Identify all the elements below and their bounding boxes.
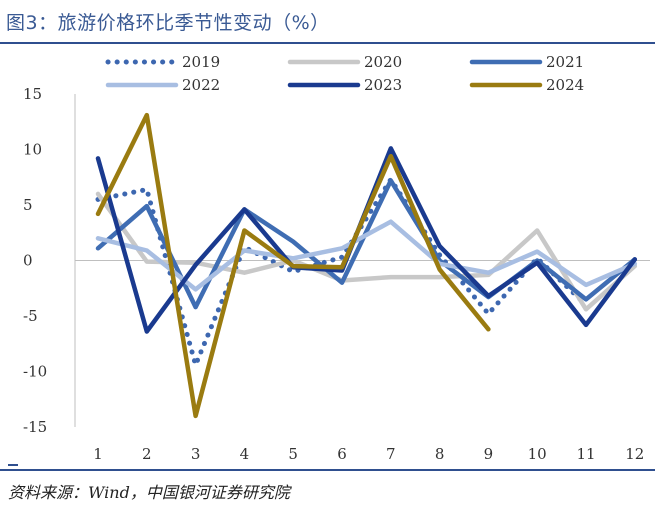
x-tick-label: 2: [142, 445, 152, 463]
legend-label-2024: 2024: [546, 76, 584, 94]
y-tick-label: -15: [23, 418, 47, 436]
legend: 2019 2020 2021 2022 2023 2024: [105, 53, 584, 94]
x-tick-label: 8: [435, 445, 445, 463]
series-line-2024: [95, 112, 491, 419]
x-tick-label: 4: [240, 445, 250, 463]
x-tick-label: 12: [625, 445, 644, 463]
x-tick-label: 3: [191, 445, 201, 463]
chart-title: 图3：旅游价格环比季节性变动（%）: [6, 12, 330, 34]
y-tick-label: -5: [23, 307, 38, 325]
footer-rule-mark: [8, 464, 18, 466]
y-tick-label: 5: [23, 196, 33, 214]
series-line-2021: [95, 178, 638, 310]
y-tick-label: 0: [23, 252, 33, 270]
series-line-2020: [95, 191, 638, 312]
x-tick-label: 11: [576, 445, 595, 463]
legend-label-2021: 2021: [546, 53, 584, 71]
legend-label-2022: 2022: [182, 76, 220, 94]
series-lines: [95, 112, 638, 419]
x-tick-label: 9: [484, 445, 494, 463]
source-note: 资料来源：Wind，中国银河证券研究院: [8, 483, 290, 502]
y-tick-label: -10: [23, 363, 47, 381]
legend-label-2020: 2020: [364, 53, 402, 71]
y-tick-label: 15: [23, 85, 42, 103]
x-tick-label: 1: [93, 445, 103, 463]
legend-label-2019: 2019: [182, 53, 220, 71]
y-tick-label: 10: [23, 141, 42, 159]
legend-label-2023: 2023: [364, 76, 402, 94]
footer-rule: [0, 469, 655, 471]
x-tick-label: 5: [288, 445, 298, 463]
x-tick-label: 10: [528, 445, 547, 463]
x-tick-label: 6: [337, 445, 347, 463]
x-tick-label: 7: [386, 445, 396, 463]
title-rule: [0, 42, 655, 44]
series-line-2022: [95, 219, 638, 292]
